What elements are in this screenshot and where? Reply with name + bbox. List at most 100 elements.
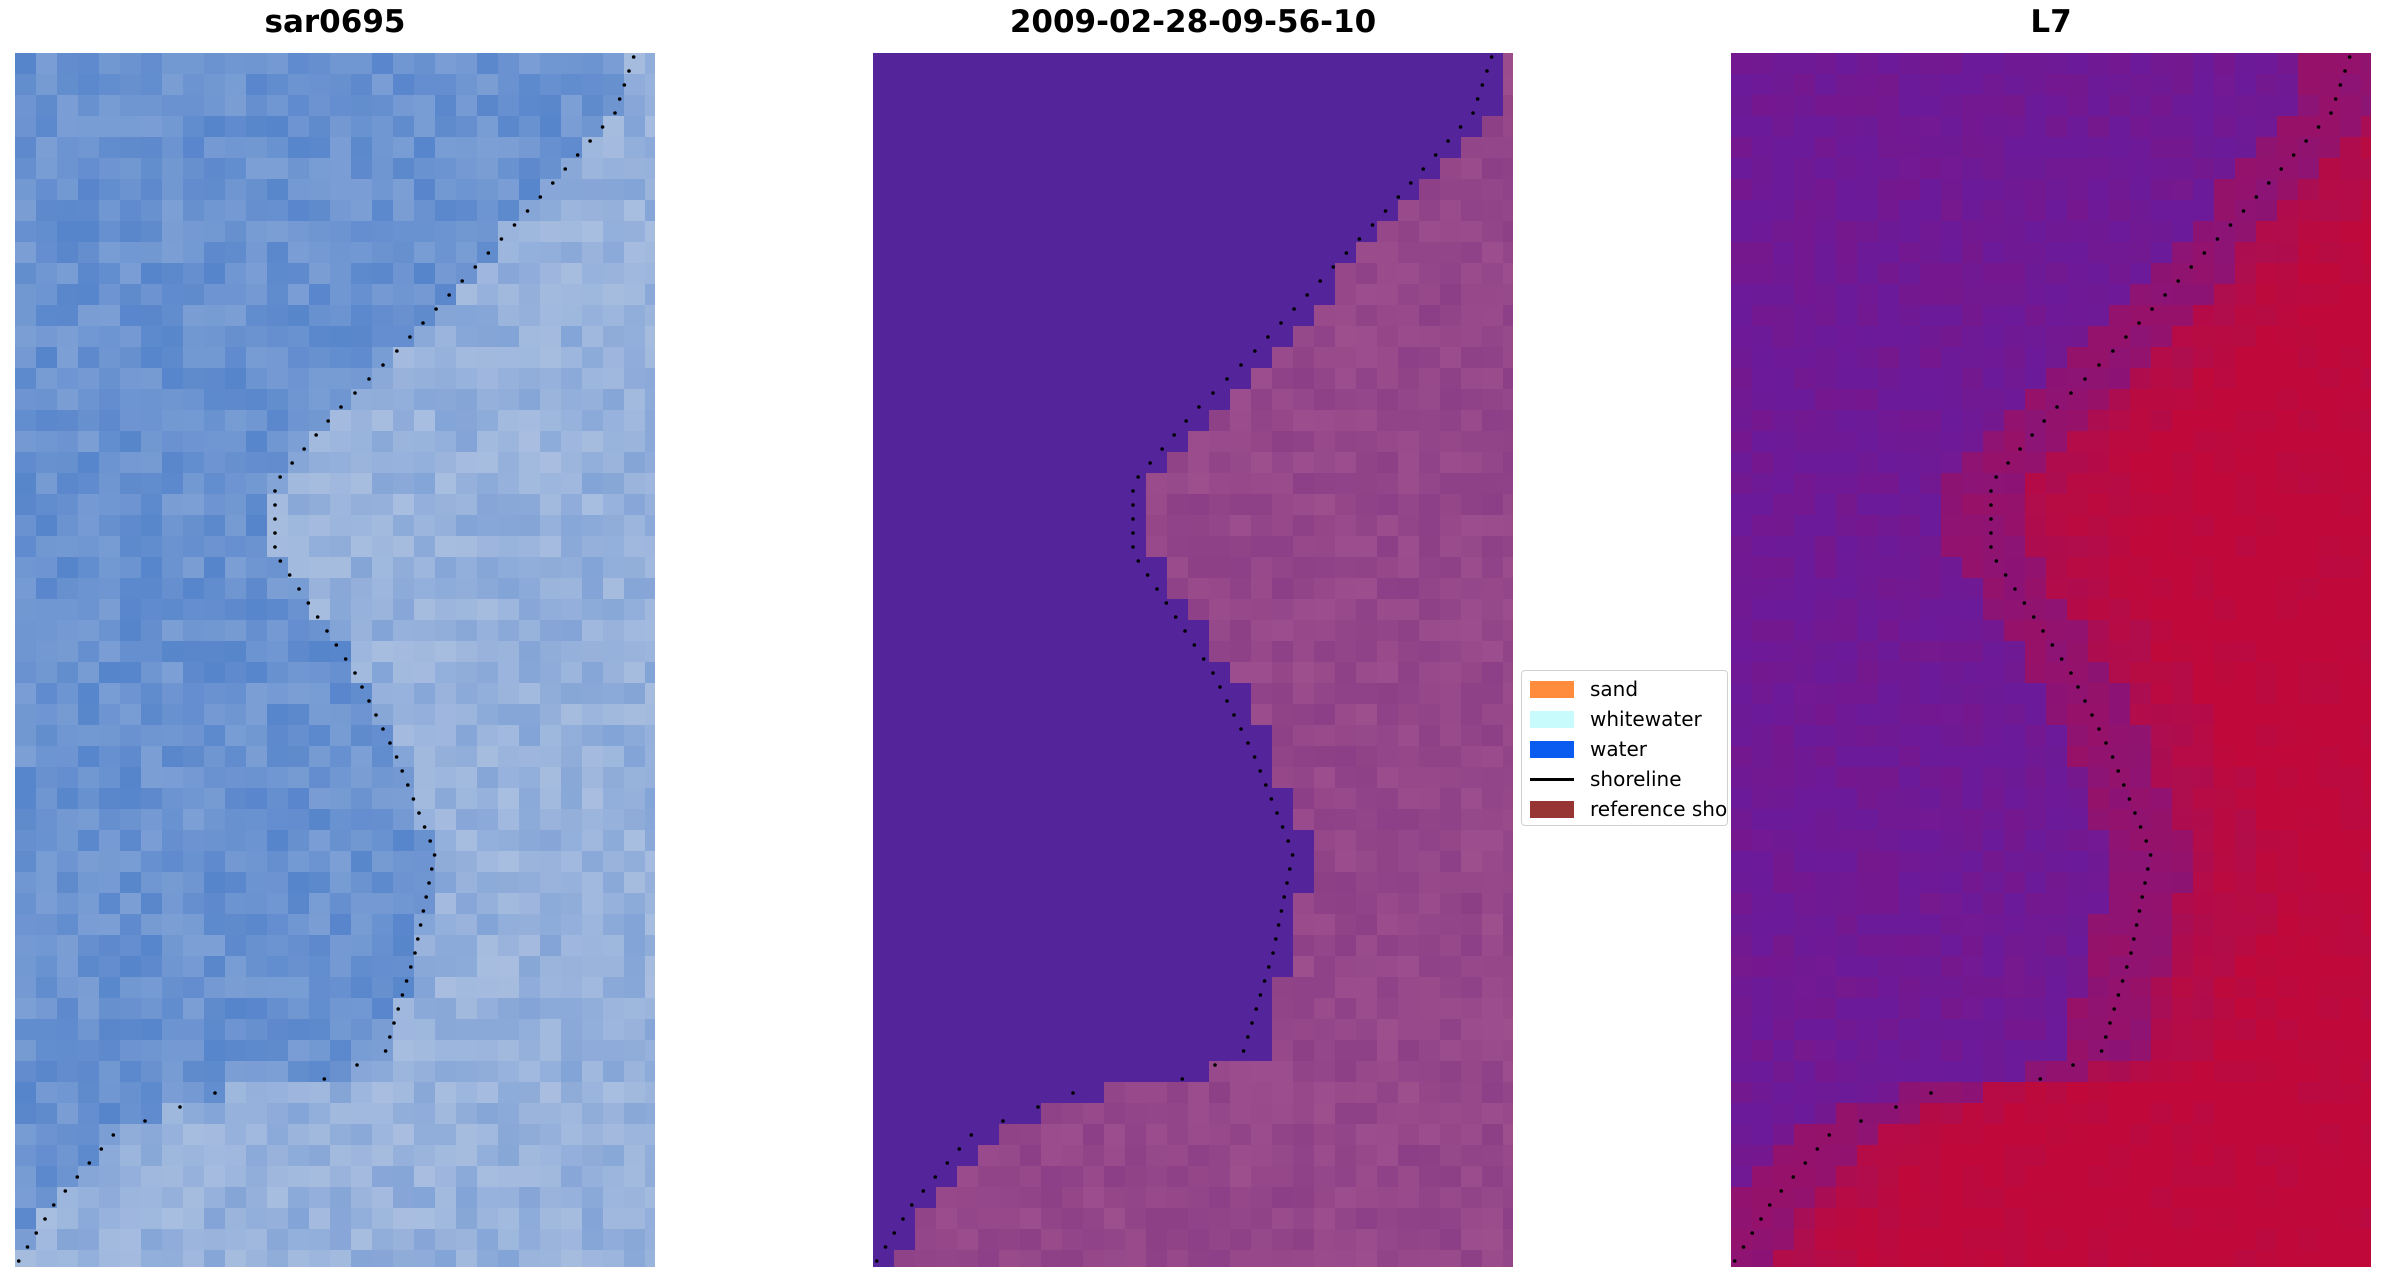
- index-pixel: [2340, 578, 2362, 600]
- index-pixel: [1899, 872, 1921, 894]
- index-pixel: [2046, 557, 2068, 579]
- class-pixel: [915, 557, 937, 579]
- index-pixel: [2151, 704, 2173, 726]
- rgb-pixel: [477, 137, 499, 159]
- index-pixel: [2130, 410, 2152, 432]
- rgb-pixel: [120, 872, 142, 894]
- rgb-pixel: [204, 788, 226, 810]
- rgb-pixel: [456, 683, 478, 705]
- index-pixel: [2130, 452, 2152, 474]
- index-pixel: [2214, 851, 2236, 873]
- rgb-pixel: [141, 347, 163, 369]
- index-pixel: [1899, 851, 1921, 873]
- class-pixel: [1419, 158, 1441, 180]
- shoreline-dot: [874, 1259, 879, 1263]
- rgb-pixel: [225, 578, 247, 600]
- index-pixel: [2193, 431, 2215, 453]
- class-pixel: [1146, 872, 1168, 894]
- index-pixel: [1857, 494, 1879, 516]
- class-pixel: [1293, 515, 1315, 537]
- index-pixel: [1983, 368, 2005, 390]
- rgb-pixel: [330, 1124, 352, 1146]
- rgb-pixel: [498, 1229, 520, 1251]
- class-pixel: [936, 788, 958, 810]
- class-pixel: [1461, 347, 1483, 369]
- class-pixel: [873, 1082, 895, 1104]
- index-pixel: [1962, 725, 1984, 747]
- rgb-pixel: [246, 242, 268, 264]
- class-pixel: [1188, 473, 1210, 495]
- class-pixel: [957, 116, 979, 138]
- index-pixel: [2256, 620, 2278, 642]
- index-pixel: [2298, 116, 2320, 138]
- index-pixel: [1836, 95, 1858, 117]
- shoreline-dot: [409, 965, 413, 969]
- index-pixel: [2130, 788, 2152, 810]
- class-pixel: [1083, 788, 1105, 810]
- shoreline-dot: [334, 643, 339, 647]
- index-pixel: [1815, 851, 1837, 873]
- index-pixel: [2235, 116, 2257, 138]
- rgb-pixel: [78, 1082, 100, 1104]
- class-pixel: [1209, 725, 1231, 747]
- class-pixel: [1419, 914, 1441, 936]
- rgb-pixel: [330, 578, 352, 600]
- rgb-pixel: [267, 725, 289, 747]
- class-pixel: [915, 1124, 937, 1146]
- class-pixel: [1188, 788, 1210, 810]
- rgb-pixel: [624, 704, 646, 726]
- rgb-pixel: [141, 1082, 163, 1104]
- rgb-pixel: [183, 1040, 205, 1062]
- index-pixel: [2067, 746, 2089, 768]
- index-pixel: [2067, 809, 2089, 831]
- index-pixel: [2256, 641, 2278, 663]
- rgb-pixel: [645, 200, 655, 222]
- class-pixel: [1482, 641, 1504, 663]
- rgb-pixel: [36, 179, 58, 201]
- rgb-pixel: [603, 137, 625, 159]
- index-pixel: [1773, 830, 1795, 852]
- class-pixel: [1083, 620, 1105, 642]
- index-pixel: [1857, 830, 1879, 852]
- index-pixel: [1773, 557, 1795, 579]
- index-pixel: [2109, 788, 2131, 810]
- class-pixel: [1188, 1208, 1210, 1230]
- index-pixel: [1794, 557, 1816, 579]
- class-pixel: [1272, 641, 1294, 663]
- rgb-pixel: [414, 704, 436, 726]
- index-pixel: [1773, 347, 1795, 369]
- rgb-pixel: [120, 347, 142, 369]
- index-pixel: [2214, 284, 2236, 306]
- class-pixel: [957, 1124, 979, 1146]
- rgb-pixel: [141, 1166, 163, 1188]
- index-pixel: [2235, 242, 2257, 264]
- rgb-pixel: [57, 557, 79, 579]
- rgb-pixel: [288, 536, 310, 558]
- index-pixel: [2109, 746, 2131, 768]
- class-pixel: [1398, 74, 1420, 96]
- rgb-pixel: [183, 1145, 205, 1167]
- class-pixel: [1398, 851, 1420, 873]
- class-pixel: [1251, 200, 1273, 222]
- class-pixel: [978, 851, 1000, 873]
- class-pixel: [1188, 872, 1210, 894]
- rgb-pixel: [225, 74, 247, 96]
- rgb-pixel: [645, 704, 655, 726]
- class-pixel: [1062, 683, 1084, 705]
- index-pixel: [1962, 599, 1984, 621]
- rgb-pixel: [120, 830, 142, 852]
- class-pixel: [873, 851, 895, 873]
- index-pixel: [1773, 536, 1795, 558]
- index-pixel: [2088, 578, 2110, 600]
- class-pixel: [894, 1145, 916, 1167]
- index-pixel: [1878, 347, 1900, 369]
- class-pixel: [873, 326, 895, 348]
- rgb-pixel: [372, 1019, 394, 1041]
- index-pixel: [1773, 326, 1795, 348]
- rgb-pixel: [162, 95, 184, 117]
- class-pixel: [1230, 326, 1252, 348]
- rgb-pixel: [141, 662, 163, 684]
- rgb-pixel: [540, 284, 562, 306]
- class-pixel: [1230, 95, 1252, 117]
- index-pixel: [2151, 200, 2173, 222]
